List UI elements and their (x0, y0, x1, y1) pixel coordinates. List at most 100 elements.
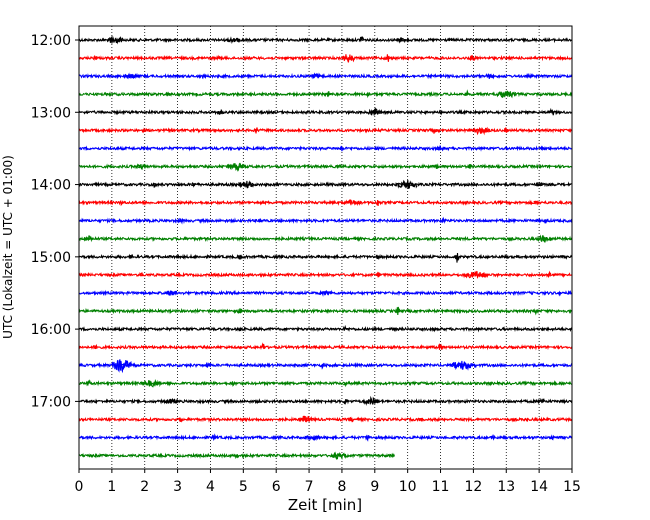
seismic-event (129, 254, 134, 260)
seismic-event (201, 73, 207, 80)
seismic-event (441, 216, 447, 224)
seismic-event (523, 417, 529, 422)
seismic-event (83, 235, 94, 243)
seismic-event (395, 37, 407, 44)
x-tick-label: 11 (432, 479, 450, 495)
seismic-event (469, 126, 491, 136)
seismogram-trace (78, 145, 573, 152)
seismogram-trace (78, 72, 573, 80)
seismic-event (549, 107, 555, 116)
seismogram-trace (78, 127, 573, 134)
seismic-event (365, 92, 371, 99)
seismic-event (503, 127, 509, 134)
seismogram-trace (78, 54, 573, 62)
seismic-event (431, 128, 437, 134)
seismogram-trace (78, 307, 573, 315)
x-tick-label: 3 (173, 479, 182, 495)
seismic-event (122, 72, 140, 80)
grid-lines (111, 26, 540, 469)
seismic-event (320, 362, 325, 370)
seismic-event (467, 164, 473, 169)
seismic-event (342, 399, 348, 405)
x-tick-label: 15 (563, 479, 581, 495)
seismic-event (495, 90, 516, 99)
seismic-event (341, 199, 362, 207)
seismic-event (86, 379, 92, 387)
seismic-event (119, 200, 124, 207)
seismic-event (468, 54, 479, 61)
seismic-event (484, 73, 495, 80)
x-tick-label: 8 (337, 479, 346, 495)
seismogram-trace (78, 108, 573, 116)
seismic-event (253, 127, 259, 134)
seismogram-trace (78, 271, 573, 279)
seismic-event (342, 382, 348, 388)
seismic-event (367, 107, 382, 116)
seismic-event (92, 343, 98, 350)
seismic-event (138, 271, 144, 277)
seismogram-trace (78, 398, 573, 405)
seismic-event (375, 254, 381, 260)
seismic-event (546, 270, 552, 279)
x-tick-label: 6 (272, 479, 281, 495)
seismogram-trace (78, 217, 573, 225)
seismogram-traces (78, 35, 573, 461)
x-tick-label: 13 (497, 479, 515, 495)
seismogram-trace (78, 416, 573, 423)
seismic-event (342, 181, 348, 188)
seismic-event (111, 359, 132, 374)
plot-frame (78, 25, 573, 470)
x-tick-label: 4 (206, 479, 215, 495)
seismic-event (217, 109, 223, 115)
seismic-event (226, 36, 241, 45)
seismic-event (397, 179, 418, 189)
seismogram-trace (78, 181, 573, 188)
seismic-event (257, 218, 263, 223)
seismic-event (342, 324, 348, 331)
seismic-event (533, 308, 539, 316)
seismic-event (550, 434, 555, 441)
x-tick-label: 14 (530, 479, 548, 495)
seismic-event (238, 180, 255, 189)
seismogram-trace (78, 90, 573, 98)
seismogram-trace (78, 253, 573, 261)
seismic-event (260, 342, 266, 349)
seismogram-trace (78, 343, 573, 351)
seismic-event (226, 162, 247, 172)
seismic-event (341, 54, 356, 63)
y-axis-ticks: 12:00 13:00 14:00 15:00 16:00 17:00 (31, 33, 79, 410)
seismogram-trace (78, 325, 573, 333)
seismic-event (434, 163, 440, 170)
seismic-event (395, 306, 401, 316)
seismic-event (540, 145, 545, 152)
x-tick-label: 12 (464, 479, 482, 495)
seismic-event (106, 35, 124, 45)
seismic-event (349, 416, 355, 423)
seismic-event (375, 271, 381, 278)
seismic-event (191, 182, 197, 188)
seismic-event (237, 326, 243, 332)
seismic-event (308, 72, 323, 80)
seismic-event (234, 453, 240, 460)
x-axis-ticks: 0 1 2 3 4 5 6 7 8 9 10 11 12 13 14 15 (75, 469, 581, 495)
seismic-event (418, 417, 424, 422)
seismic-event (237, 254, 243, 260)
seismic-event (385, 54, 391, 62)
seismogram-trace (78, 36, 573, 44)
seismic-event (303, 434, 321, 441)
seismic-event (165, 91, 171, 97)
seismic-event (535, 181, 543, 187)
seismogram-trace (78, 379, 573, 387)
seismic-event (298, 415, 313, 423)
seismogram-trace (78, 361, 573, 369)
seismic-event (211, 433, 217, 441)
seismic-event (336, 163, 342, 169)
x-tick-label: 1 (107, 479, 116, 495)
seismogram-trace (78, 434, 573, 441)
x-tick-label: 10 (399, 479, 417, 495)
seismic-event (462, 270, 490, 279)
x-axis-label: Zeit [min] (288, 496, 362, 514)
seismic-event (464, 89, 470, 96)
seismic-event (543, 218, 549, 224)
x-tick-label: 2 (140, 479, 149, 495)
